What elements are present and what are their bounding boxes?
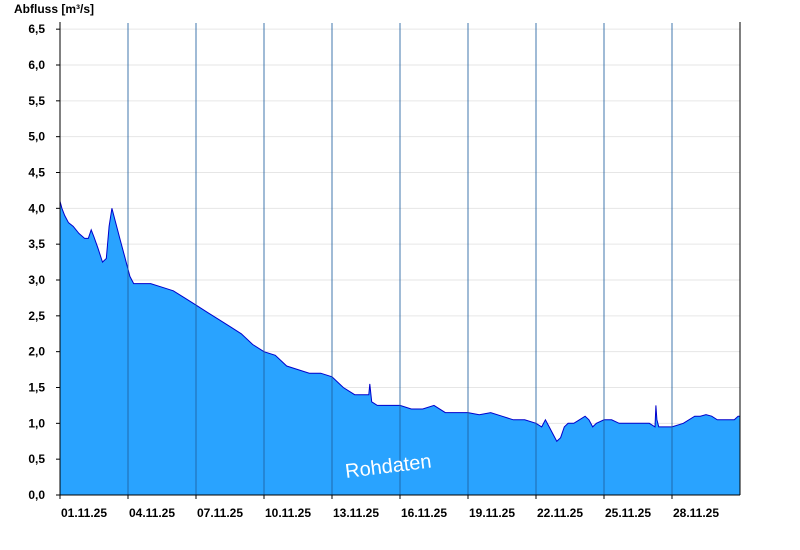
series-area-layer (59, 201, 740, 495)
y-tick-label-4: 2,0 (28, 345, 45, 359)
x-tick-label-3: 10.11.25 (265, 506, 311, 520)
y-tick-labels: 0,0 0,5 1,0 1,5 2,0 2,5 3,0 3,5 4,0 4,5 5,0 5,5 6,0 6… (28, 22, 45, 502)
y-tick-label-5: 2,5 (28, 309, 45, 323)
y-tick-label-9: 4,5 (28, 166, 45, 180)
y-tick-label-10: 5,0 (28, 130, 45, 144)
x-tick-label-4: 13.11.25 (333, 506, 379, 520)
x-tick-labels: 01.11.25 04.11.25 07.11.25 10.11.25 13.11.25… (59, 495, 719, 520)
x-tick-label-1: 04.11.25 (129, 506, 175, 520)
series-line (59, 201, 740, 443)
y-tick-label-2: 1,0 (28, 416, 45, 430)
x-tick-label-7: 22.11.25 (537, 506, 583, 520)
x-tick-label-9: 28.11.25 (673, 506, 719, 520)
y-tick-label-11: 5,5 (28, 94, 45, 108)
x-tick-label-8: 25.11.25 (605, 506, 651, 520)
y-tick-label-13: 6,5 (28, 22, 45, 36)
y-tick-label-3: 1,5 (28, 381, 45, 395)
x-tick-label-0: 01.11.25 (61, 506, 107, 520)
y-axis-title: Abfluss [m³/s] (14, 2, 94, 16)
y-tick-label-8: 4,0 (28, 201, 45, 215)
x-tick-label-5: 16.11.25 (401, 506, 447, 520)
x-tick-label-6: 19.11.25 (469, 506, 515, 520)
y-tick-label-6: 3,0 (28, 273, 45, 287)
series-area-fill (60, 201, 740, 495)
y-tick-label-0: 0,0 (28, 488, 45, 502)
x-tick-label-2: 07.11.25 (197, 506, 243, 520)
y-tick-label-7: 3,5 (28, 237, 45, 251)
y-tick-label-12: 6,0 (28, 58, 45, 72)
y-tick-label-1: 0,5 (28, 452, 45, 466)
day-separator-lines (127, 23, 673, 495)
